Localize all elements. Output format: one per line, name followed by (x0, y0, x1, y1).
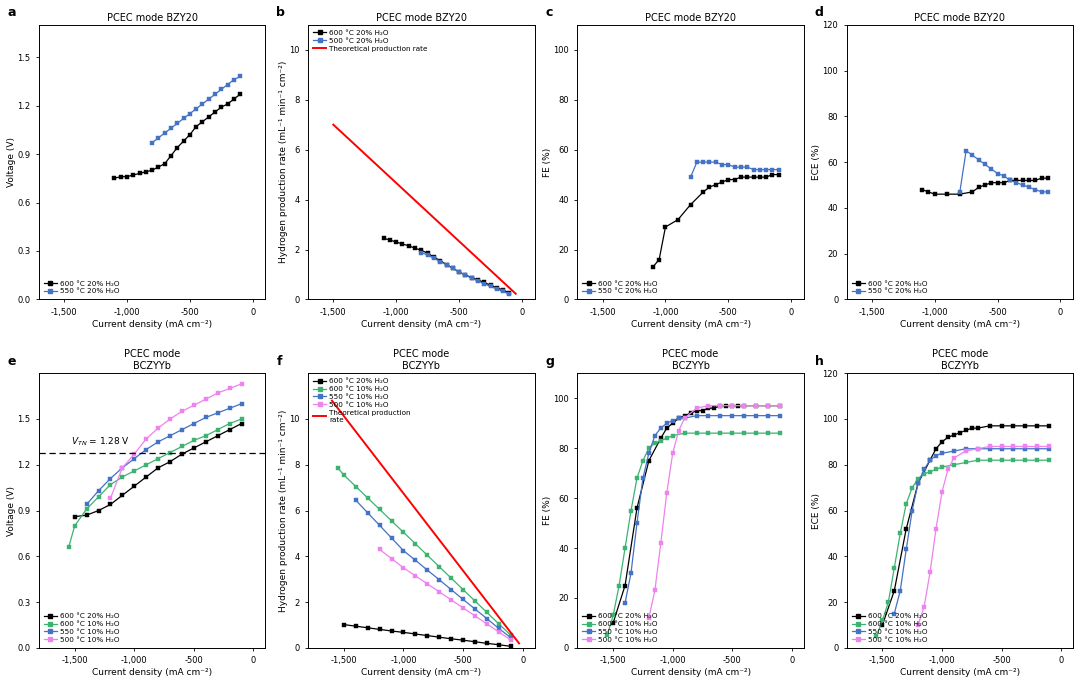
Y-axis label: Hydrogen production rate (mL⁻¹ min⁻¹ cm⁻²): Hydrogen production rate (mL⁻¹ min⁻¹ cm⁻… (279, 410, 288, 611)
X-axis label: Current density (mA cm⁻²): Current density (mA cm⁻²) (631, 668, 751, 677)
X-axis label: Current density (mA cm⁻²): Current density (mA cm⁻²) (92, 319, 212, 328)
Text: a: a (8, 6, 16, 19)
Legend: 600 °C 20% H₂O, 550 °C 20% H₂O: 600 °C 20% H₂O, 550 °C 20% H₂O (850, 279, 929, 296)
Title: PCEC mode
BCZYYb: PCEC mode BCZYYb (124, 350, 180, 371)
Text: d: d (815, 6, 824, 19)
Legend: 600 °C 20% H₂O, 550 °C 20% H₂O: 600 °C 20% H₂O, 550 °C 20% H₂O (581, 279, 659, 296)
Title: PCEC mode BZY20: PCEC mode BZY20 (915, 12, 1005, 23)
Legend: 600 °C 20% H₂O, 550 °C 20% H₂O: 600 °C 20% H₂O, 550 °C 20% H₂O (42, 279, 121, 296)
Y-axis label: FE (%): FE (%) (543, 148, 552, 176)
Title: PCEC mode BZY20: PCEC mode BZY20 (376, 12, 467, 23)
Text: h: h (815, 355, 824, 368)
Text: g: g (545, 355, 554, 368)
Legend: 600 °C 20% H₂O, 500 °C 20% H₂O, Theoretical production rate: 600 °C 20% H₂O, 500 °C 20% H₂O, Theoreti… (312, 28, 429, 53)
X-axis label: Current density (mA cm⁻²): Current density (mA cm⁻²) (900, 668, 1020, 677)
X-axis label: Current density (mA cm⁻²): Current density (mA cm⁻²) (362, 319, 482, 328)
Title: PCEC mode BZY20: PCEC mode BZY20 (107, 12, 198, 23)
Legend: 600 °C 20% H₂O, 600 °C 10% H₂O, 550 °C 10% H₂O, 500 °C 10% H₂O, Theoretical prod: 600 °C 20% H₂O, 600 °C 10% H₂O, 550 °C 1… (312, 377, 413, 424)
Y-axis label: ECE (%): ECE (%) (812, 144, 821, 180)
Y-axis label: FE (%): FE (%) (543, 496, 552, 525)
Title: PCEC mode
BCZYYb: PCEC mode BCZYYb (393, 350, 449, 371)
Title: PCEC mode
BCZYYb: PCEC mode BCZYYb (932, 350, 988, 371)
Title: PCEC mode BZY20: PCEC mode BZY20 (645, 12, 737, 23)
Text: c: c (545, 6, 553, 19)
Text: f: f (276, 355, 282, 368)
Y-axis label: Voltage (V): Voltage (V) (6, 486, 16, 536)
Y-axis label: Voltage (V): Voltage (V) (6, 137, 16, 187)
X-axis label: Current density (mA cm⁻²): Current density (mA cm⁻²) (900, 319, 1020, 328)
X-axis label: Current density (mA cm⁻²): Current density (mA cm⁻²) (631, 319, 751, 328)
Text: $V_{TN}$ = 1.28 V: $V_{TN}$ = 1.28 V (71, 436, 130, 449)
Legend: 600 °C 20% H₂O, 600 °C 10% H₂O, 550 °C 10% H₂O, 500 °C 10% H₂O: 600 °C 20% H₂O, 600 °C 10% H₂O, 550 °C 1… (581, 611, 659, 644)
Legend: 600 °C 20% H₂O, 600 °C 10% H₂O, 550 °C 10% H₂O, 500 °C 10% H₂O: 600 °C 20% H₂O, 600 °C 10% H₂O, 550 °C 1… (850, 611, 929, 644)
X-axis label: Current density (mA cm⁻²): Current density (mA cm⁻²) (92, 668, 212, 677)
Title: PCEC mode
BCZYYb: PCEC mode BCZYYb (662, 350, 718, 371)
Text: e: e (8, 355, 16, 368)
Y-axis label: ECE (%): ECE (%) (812, 492, 821, 529)
Legend: 600 °C 20% H₂O, 600 °C 10% H₂O, 550 °C 10% H₂O, 500 °C 10% H₂O: 600 °C 20% H₂O, 600 °C 10% H₂O, 550 °C 1… (42, 611, 121, 644)
X-axis label: Current density (mA cm⁻²): Current density (mA cm⁻²) (362, 668, 482, 677)
Y-axis label: Hydrogen production rate (mL⁻¹ min⁻¹ cm⁻²): Hydrogen production rate (mL⁻¹ min⁻¹ cm⁻… (279, 61, 288, 263)
Text: b: b (276, 6, 285, 19)
